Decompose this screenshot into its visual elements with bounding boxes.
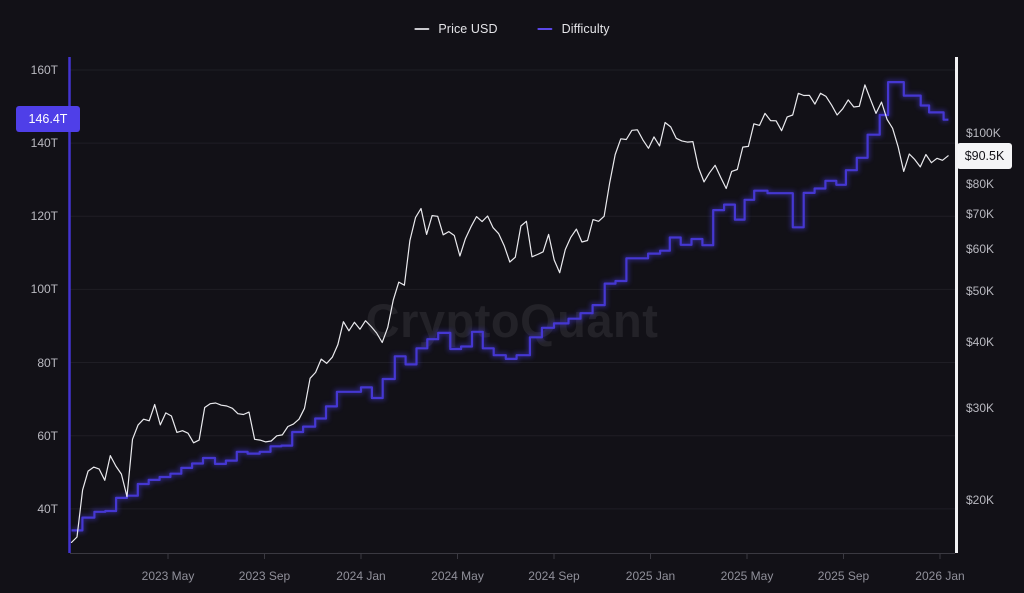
right-axis-tick-label: $30K: [966, 400, 995, 415]
price-current-badge: $90.5K: [957, 143, 1012, 169]
left-axis-tick-label: 40T: [37, 501, 58, 516]
left-axis-tick-label: 140T: [30, 136, 58, 151]
legend-item-price[interactable]: Price USD: [414, 22, 498, 36]
x-axis-tick-label: 2025 May: [720, 569, 774, 583]
left-axis-tick-label: 120T: [30, 209, 58, 224]
price-line: [70, 84, 949, 543]
left-axis-tick-label: 60T: [37, 428, 58, 443]
cryptoquant-watermark: CryptoQuant: [365, 294, 659, 347]
legend-label-difficulty: Difficulty: [561, 22, 610, 36]
difficulty-series-swatch: [537, 28, 553, 30]
x-axis-tick-label: 2025 Jan: [625, 569, 676, 583]
x-axis-tick-label: 2023 May: [141, 569, 195, 583]
legend-label-price: Price USD: [438, 22, 498, 36]
left-axis-tick-label: 80T: [37, 355, 58, 370]
right-axis-tick-label: $40K: [966, 334, 995, 349]
right-axis-tick-label: $100K: [966, 126, 1001, 140]
left-axis-tick-label: 160T: [30, 63, 58, 77]
right-axis-tick-label: $70K: [966, 207, 995, 222]
right-axis-tick-label: $50K: [966, 284, 995, 299]
right-axis-tick-label: $80K: [966, 176, 995, 191]
difficulty-current-badge: 146.4T: [16, 106, 80, 132]
x-axis-tick-label: 2026 Jan: [915, 569, 965, 583]
legend: Price USD Difficulty: [414, 22, 610, 36]
legend-item-difficulty[interactable]: Difficulty: [537, 22, 610, 36]
price-series-swatch: [414, 28, 430, 30]
difficulty-line: [71, 81, 949, 532]
right-axis-tick-label: $20K: [966, 492, 995, 507]
x-axis-tick-label: 2024 Jan: [336, 569, 386, 583]
x-axis-tick-label: 2024 May: [431, 569, 484, 583]
right-axis-tick-label: $60K: [966, 242, 995, 257]
x-axis-tick-label: 2023 Sep: [238, 569, 291, 583]
x-axis-tick-label: 2025 Sep: [817, 569, 870, 583]
x-axis-tick-label: 2024 Sep: [528, 569, 580, 583]
left-axis-tick-label: 100T: [30, 282, 58, 297]
